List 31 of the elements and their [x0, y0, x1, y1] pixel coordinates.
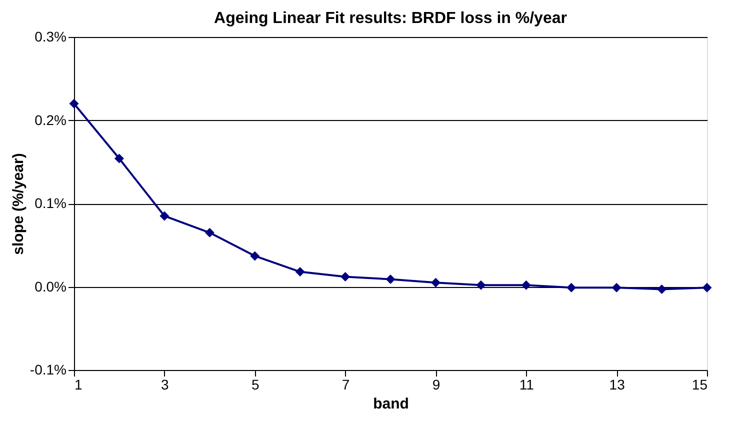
point: [702, 282, 712, 292]
point: [340, 272, 350, 282]
x-tick-label: 9: [432, 376, 440, 392]
y-tick-label: 0.0%: [34, 278, 66, 294]
point: [114, 154, 124, 164]
y-axis-title: slope (%/year): [10, 153, 27, 255]
chart-title: Ageing Linear Fit results: BRDF loss in %/year: [214, 10, 567, 27]
y-tick-label: 0.3%: [34, 28, 66, 44]
x-tick-label: 15: [692, 376, 708, 392]
point: [295, 267, 305, 277]
point: [657, 284, 667, 294]
x-tick-label: 1: [74, 376, 82, 392]
point: [160, 211, 170, 221]
x-tick-label: 5: [251, 376, 260, 392]
point: [430, 278, 440, 288]
point: [386, 274, 396, 284]
point: [204, 228, 214, 238]
point: [612, 282, 622, 292]
x-tick-label: 7: [342, 376, 350, 392]
y-tick-label: -0.1%: [30, 362, 66, 378]
x-tick-label: 13: [609, 376, 626, 392]
point: [250, 251, 260, 261]
x-axis-title: band: [373, 396, 409, 412]
point: [69, 98, 79, 108]
point: [566, 282, 576, 292]
point: [521, 280, 531, 290]
x-tick-label: 3: [161, 376, 170, 392]
x-tick-label: 11: [519, 376, 534, 392]
y-tick-label: 0.1%: [34, 195, 66, 211]
point: [476, 280, 486, 290]
y-tick-label: 0.2%: [34, 112, 66, 128]
